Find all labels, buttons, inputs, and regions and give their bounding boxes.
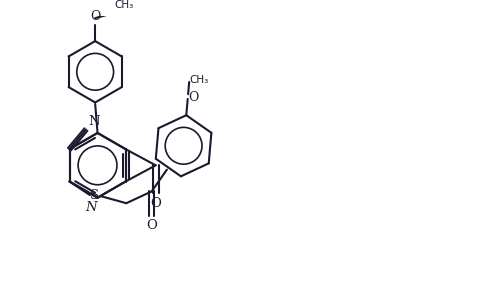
Text: O: O [90,10,101,23]
Text: N: N [85,201,97,213]
Text: CH₃: CH₃ [189,75,209,85]
Text: S: S [90,189,99,202]
Text: O: O [150,197,161,209]
Text: O: O [146,219,157,232]
Text: O: O [188,91,198,104]
Text: CH₃: CH₃ [115,0,134,10]
Text: N: N [88,115,100,128]
